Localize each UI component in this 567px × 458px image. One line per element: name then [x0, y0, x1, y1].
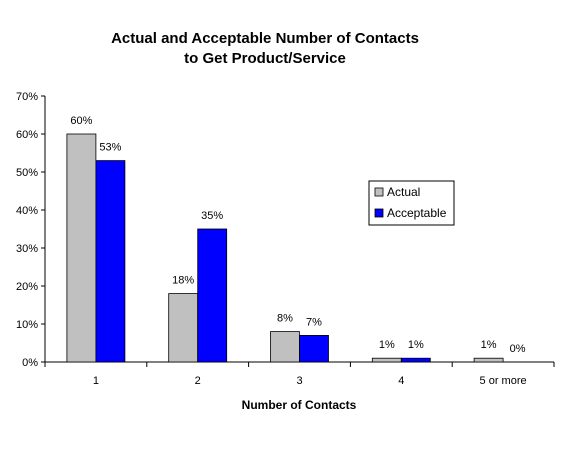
data-label-acceptable: 7%: [306, 316, 322, 328]
data-labels: 60% 18% 8% 1% 1% 53% 35% 7% 1% 0%: [70, 115, 525, 355]
x-axis-title: Number of Contacts: [242, 398, 357, 412]
data-label-actual: 1%: [379, 339, 395, 351]
data-label-actual: 1%: [481, 339, 497, 351]
data-label-acceptable: 53%: [99, 142, 121, 154]
y-tick-label: 60%: [16, 129, 38, 141]
data-label-acceptable: 35%: [201, 210, 223, 222]
bar-actual: [473, 357, 504, 363]
x-tick-label: 4: [398, 375, 404, 387]
legend-swatch-acceptable: [374, 208, 384, 218]
bar-actual: [371, 357, 402, 363]
x-tick-label: 2: [195, 375, 201, 387]
bar-acceptable: [95, 160, 126, 363]
bar-acceptable: [299, 334, 329, 363]
bars: [66, 133, 504, 363]
y-tick-label: 40%: [16, 205, 38, 217]
legend-swatch-actual: [374, 187, 384, 197]
data-label-actual: 60%: [70, 115, 92, 127]
x-axis: 1 2 3 4 5 or more: [44, 361, 555, 387]
x-tick-label: 5 or more: [480, 375, 527, 387]
bar-actual: [168, 293, 199, 363]
legend-label-actual: Actual: [387, 185, 420, 199]
bar-acceptable: [197, 228, 228, 363]
y-axis: 0% 10% 20% 30% 40% 50% 60% 70%: [16, 91, 46, 369]
legend: Actual Acceptable: [368, 180, 455, 226]
y-tick-label: 70%: [16, 91, 38, 103]
data-label-actual: 8%: [277, 313, 293, 325]
data-label-acceptable: 0%: [510, 343, 526, 355]
chart-title-line-1: Actual and Acceptable Number of Contacts: [111, 30, 419, 47]
chart-title-line-2: to Get Product/Service: [184, 50, 346, 67]
y-tick-label: 50%: [16, 167, 38, 179]
y-tick-label: 30%: [16, 243, 38, 255]
legend-label-acceptable: Acceptable: [387, 206, 447, 220]
bar-acceptable: [400, 357, 431, 363]
y-tick-label: 20%: [16, 281, 38, 293]
bar-actual: [66, 133, 97, 363]
x-tick-label: 1: [93, 375, 99, 387]
y-tick-label: 10%: [16, 319, 38, 331]
y-tick-label: 0%: [22, 357, 38, 369]
data-label-actual: 18%: [172, 275, 194, 287]
x-tick-label: 3: [296, 375, 302, 387]
data-label-acceptable: 1%: [408, 339, 424, 351]
bar-actual: [270, 331, 300, 363]
